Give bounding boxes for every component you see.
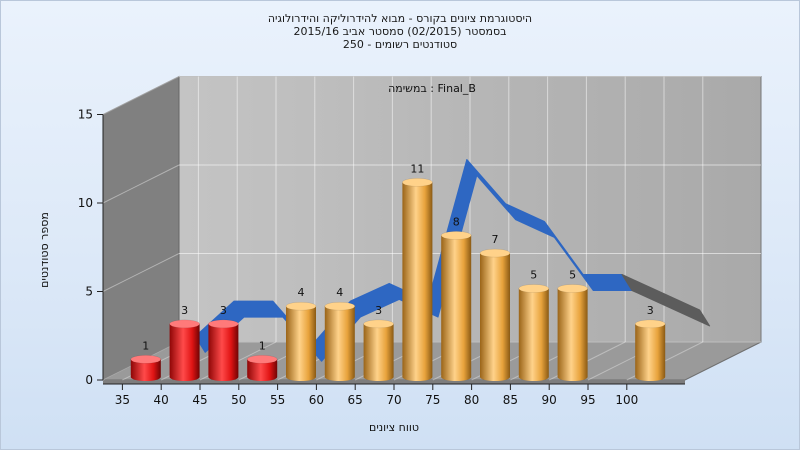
bar-value-label: 1: [259, 339, 266, 352]
x-tick-label: 35: [115, 393, 130, 407]
x-tick-label: 75: [425, 393, 440, 407]
x-tick-label: 65: [348, 393, 363, 407]
y-axis-title: מספר סטודנטים: [38, 212, 51, 288]
bar: [518, 288, 549, 381]
bar-top: [169, 319, 200, 329]
bar-value-label: 4: [298, 286, 305, 299]
y-tick-label: 0: [85, 373, 93, 387]
x-axis-title: טווח ציונים: [369, 421, 419, 434]
bar-top: [402, 178, 433, 187]
gridline-side: [102, 76, 180, 115]
bar-top: [130, 355, 162, 364]
bar: [324, 306, 355, 381]
gridline-side: [102, 164, 180, 204]
bar-top: [440, 231, 472, 240]
bar-value-label: 11: [410, 162, 424, 175]
bar: [557, 288, 588, 381]
bar-value-label: 5: [530, 269, 537, 282]
bar: [441, 235, 472, 381]
bar-value-label: 8: [453, 215, 460, 228]
x-tick-label: 80: [464, 393, 479, 407]
bar-top: [518, 284, 550, 293]
x-tick-label: 100: [615, 393, 638, 407]
bar-value-label: 7: [492, 233, 499, 246]
chart-title-line-1: היסטוגרמת ציונים בקורס - מבוא להידרוליקה…: [267, 12, 533, 25]
x-tick-label: 70: [386, 393, 401, 407]
bar: [169, 323, 200, 381]
bar: [130, 359, 161, 381]
bar-top: [324, 301, 356, 311]
bar-top: [479, 248, 511, 258]
bar-value-label: 3: [375, 304, 382, 317]
y-tick-label: 10: [78, 196, 93, 210]
bar: [480, 253, 510, 381]
y-tick-label: 15: [78, 108, 93, 122]
bar-value-label: 1: [142, 339, 149, 352]
y-tick-label: 5: [85, 285, 93, 299]
bar-value-label: 3: [647, 304, 654, 317]
bar-top: [285, 301, 317, 311]
x-tick-label: 55: [270, 393, 285, 407]
x-tick-label: 40: [154, 393, 169, 407]
bar-top: [363, 319, 394, 329]
bar-top: [557, 284, 588, 293]
bar-top: [208, 319, 239, 329]
x-tick-label: 85: [503, 393, 518, 407]
bar: [286, 306, 316, 381]
chart-title-line-2: בסמסטר (02/2015) סמסטר אביב 2015/16: [293, 25, 507, 38]
gridline-side: [102, 253, 180, 292]
left-wall: [102, 75, 180, 381]
chart-annotation: במשימה : Final_B: [388, 82, 476, 95]
x-tick-label: 95: [580, 393, 595, 407]
x-tick-label: 90: [542, 393, 557, 407]
bar-value-label: 4: [336, 286, 343, 299]
bar-top: [634, 319, 666, 329]
bar-top: [246, 355, 278, 364]
floor-front-edge: [103, 380, 685, 384]
x-tick-label: 50: [231, 393, 246, 407]
bar-value-label: 5: [569, 269, 576, 282]
bar: [247, 359, 278, 381]
trend-ribbon-end: [621, 274, 711, 327]
bar: [635, 323, 666, 381]
bar: [208, 323, 239, 381]
bar-value-label: 3: [220, 304, 227, 317]
x-tick-label: 60: [309, 393, 324, 407]
x-tick-label: 45: [192, 393, 207, 407]
bar-value-label: 3: [181, 304, 188, 317]
bar: [363, 323, 394, 381]
bar: [402, 182, 433, 381]
chart-title-line-3: סטודנטים רשומים - 250: [342, 38, 458, 51]
